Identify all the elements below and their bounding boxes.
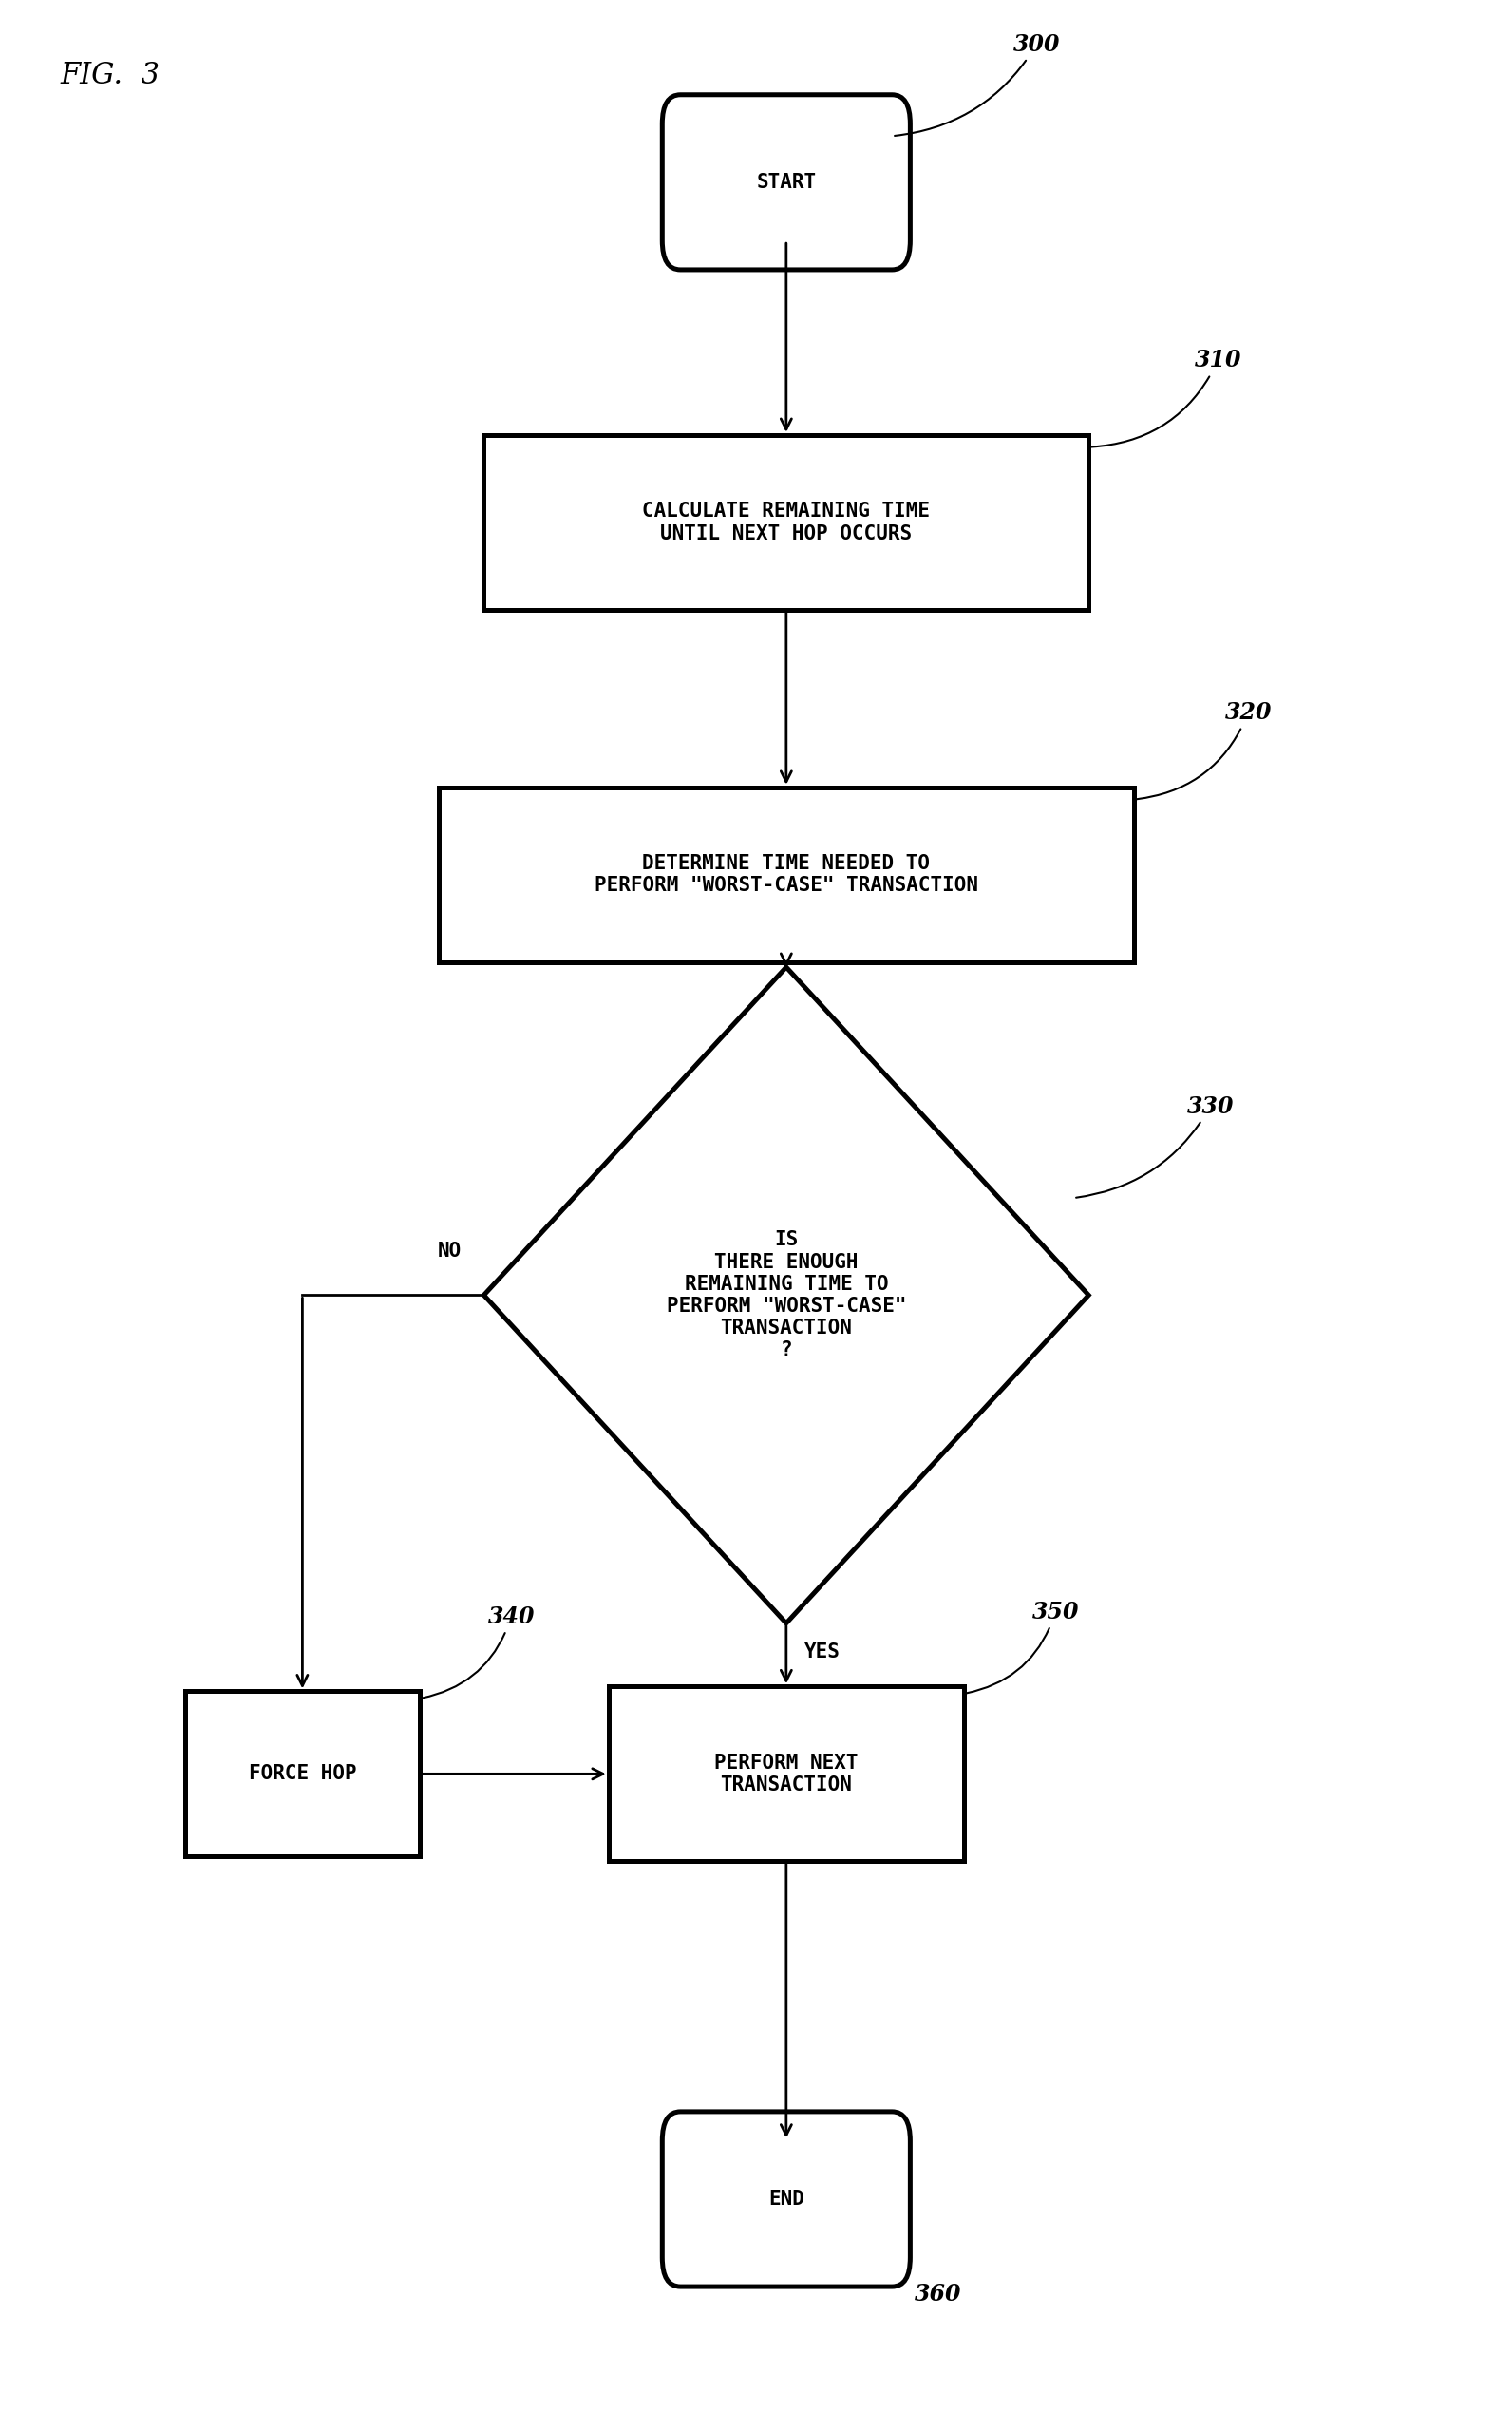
Text: 300: 300 [895,34,1060,136]
Text: 360: 360 [915,2284,962,2306]
Text: DETERMINE TIME NEEDED TO
PERFORM "WORST-CASE" TRANSACTION: DETERMINE TIME NEEDED TO PERFORM "WORST-… [594,855,978,894]
Text: 340: 340 [422,1606,535,1699]
Text: PERFORM NEXT
TRANSACTION: PERFORM NEXT TRANSACTION [714,1754,859,1793]
Text: 330: 330 [1077,1096,1234,1198]
FancyBboxPatch shape [662,95,910,270]
FancyBboxPatch shape [662,2112,910,2287]
Text: 320: 320 [1137,702,1272,799]
Polygon shape [484,967,1089,1623]
Text: END: END [768,2189,804,2209]
Bar [609,1686,965,1861]
Text: FIG.  3: FIG. 3 [60,61,160,90]
Text: 350: 350 [966,1601,1080,1694]
Text: YES: YES [804,1643,841,1662]
Text: 310: 310 [1092,350,1241,447]
Bar [484,435,1089,610]
Text: NO: NO [437,1242,461,1261]
Text: START: START [756,173,816,192]
Text: FORCE HOP: FORCE HOP [248,1764,357,1784]
Text: CALCULATE REMAINING TIME
UNTIL NEXT HOP OCCURS: CALCULATE REMAINING TIME UNTIL NEXT HOP … [643,503,930,542]
Bar [186,1691,420,1857]
Text: IS
THERE ENOUGH
REMAINING TIME TO
PERFORM "WORST-CASE"
TRANSACTION
?: IS THERE ENOUGH REMAINING TIME TO PERFOR… [667,1230,906,1361]
Bar [438,787,1134,962]
